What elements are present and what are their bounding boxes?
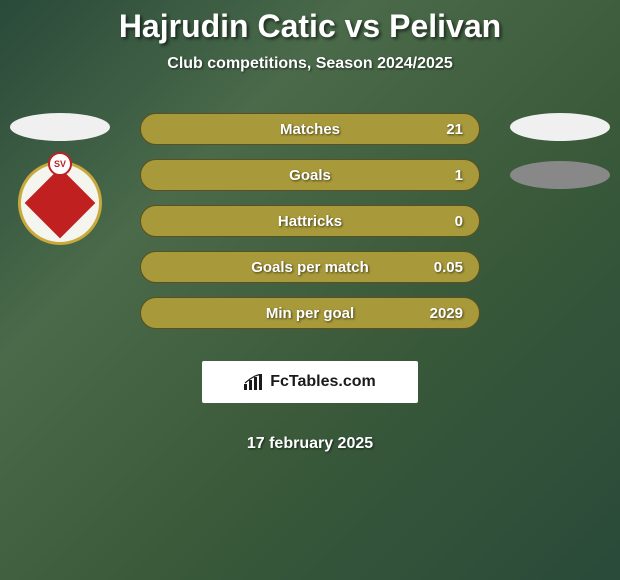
- club-logo-diamond: [25, 168, 96, 239]
- stat-bar-min-per-goal: Min per goal 2029: [140, 297, 480, 329]
- club-logo-badge: SV: [48, 152, 72, 176]
- branding-text: FcTables.com: [270, 373, 376, 391]
- stat-bar-hattricks: Hattricks 0: [140, 205, 480, 237]
- stat-bar-goals: Goals 1: [140, 159, 480, 191]
- stat-label: Matches: [280, 121, 340, 138]
- stat-value: 0.05: [434, 259, 463, 276]
- stat-label: Min per goal: [266, 305, 354, 322]
- stat-value: 2029: [430, 305, 463, 322]
- stat-value: 1: [455, 167, 463, 184]
- branding-box: FcTables.com: [202, 361, 418, 403]
- player-avatar-placeholder: [10, 113, 110, 141]
- comparison-subtitle: Club competitions, Season 2024/2025: [167, 55, 452, 73]
- content-row: SV Matches 21 Goals 1 Hattricks 0 Goals …: [0, 113, 620, 453]
- comparison-title: Hajrudin Catic vs Pelivan: [119, 8, 501, 45]
- stat-label: Hattricks: [278, 213, 342, 230]
- left-player-column: SV: [10, 113, 110, 245]
- stat-value: 21: [446, 121, 463, 138]
- stat-bar-goals-per-match: Goals per match 0.05: [140, 251, 480, 283]
- player-avatar-placeholder: [510, 113, 610, 141]
- club-logo-placeholder: [510, 161, 610, 189]
- stat-bar-matches: Matches 21: [140, 113, 480, 145]
- stat-value: 0: [455, 213, 463, 230]
- stat-label: Goals per match: [251, 259, 369, 276]
- date-text: 17 february 2025: [247, 435, 373, 453]
- bar-chart-icon: [244, 374, 264, 390]
- right-player-column: [510, 113, 610, 189]
- club-logo: SV: [18, 161, 102, 245]
- stat-label: Goals: [289, 167, 331, 184]
- stats-column: Matches 21 Goals 1 Hattricks 0 Goals per…: [140, 113, 480, 453]
